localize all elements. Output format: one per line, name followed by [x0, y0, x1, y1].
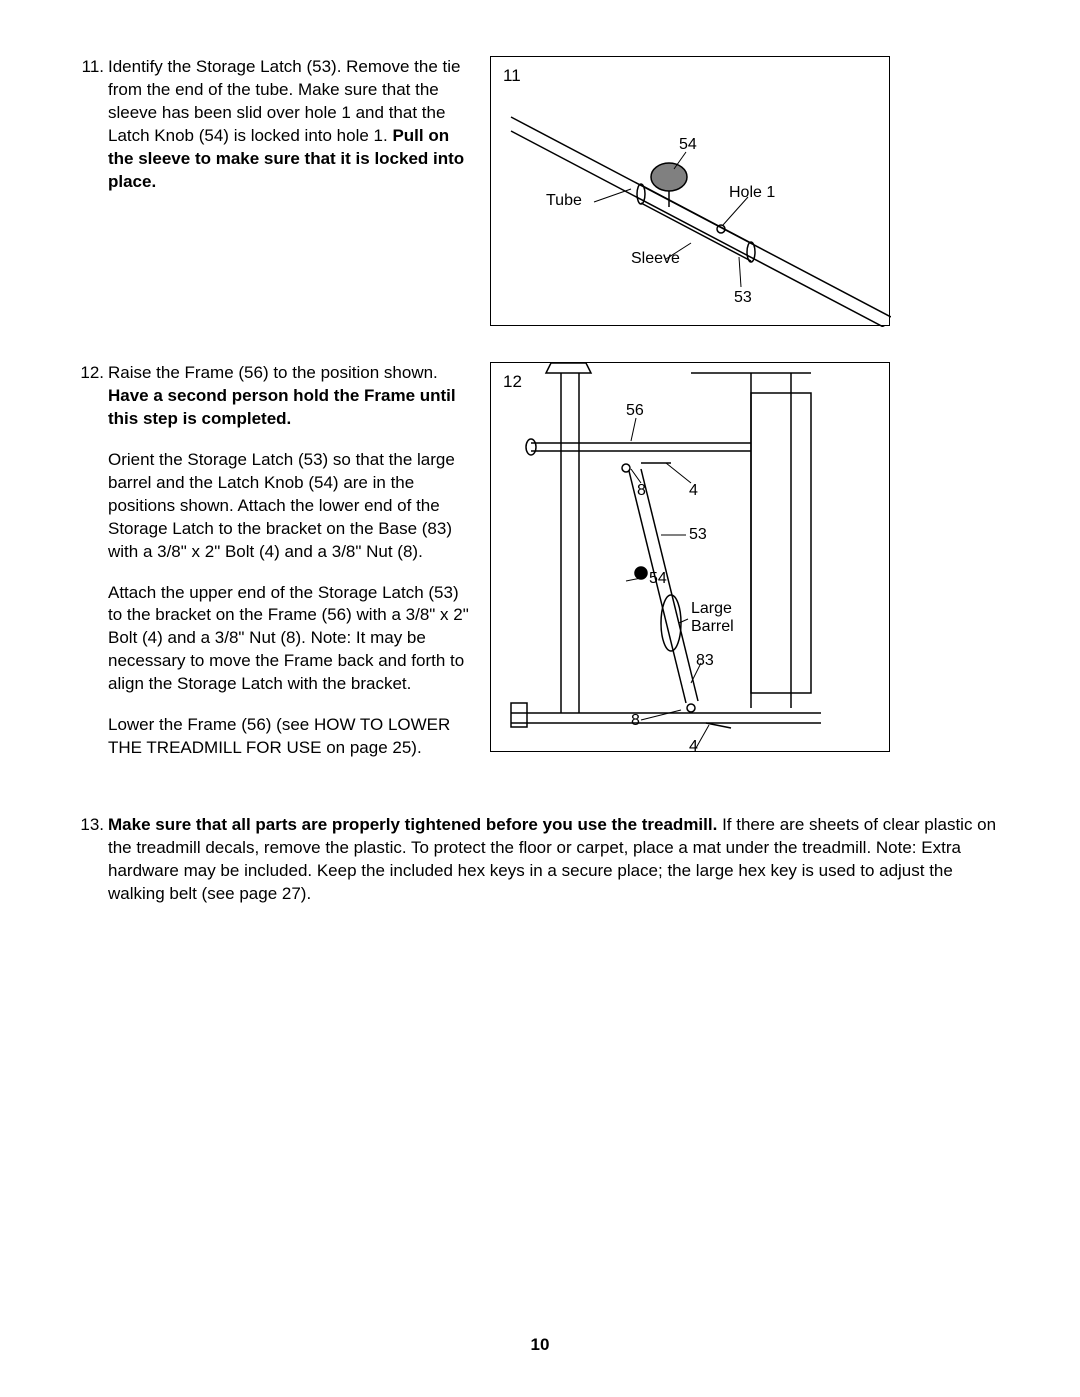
label-4a: 4	[689, 482, 698, 499]
page-number: 10	[0, 1334, 1080, 1357]
label-53: 53	[734, 289, 752, 306]
step-11-number: 11.	[80, 56, 108, 212]
label-barrel: Barrel	[691, 618, 734, 635]
label-54: 54	[649, 570, 667, 587]
label-53: 53	[689, 526, 707, 543]
label-8b: 8	[631, 712, 640, 729]
step-12-p4: Lower the Frame (56) (see HOW TO LOWER T…	[108, 714, 470, 760]
step-11-paragraph: Identify the Storage Latch (53). Remove …	[108, 56, 470, 194]
label-8a: 8	[637, 482, 646, 499]
label-56: 56	[626, 402, 644, 419]
figure-12: 12	[490, 362, 890, 752]
step-13-paragraph: Make sure that all parts are properly ti…	[108, 814, 1000, 906]
figure-12-diagram: 56 8 4 53 54 Large Barrel 83 8 4	[491, 363, 891, 753]
label-sleeve: Sleeve	[631, 250, 680, 267]
step-12-p1: Raise the Frame (56) to the position sho…	[108, 362, 470, 431]
step-12-p2: Orient the Storage Latch (53) so that th…	[108, 449, 470, 564]
step-12-number: 12.	[80, 362, 108, 778]
label-tube: Tube	[546, 192, 582, 209]
label-hole1: Hole 1	[729, 184, 775, 201]
step-11-text: 11. Identify the Storage Latch (53). Rem…	[80, 56, 470, 212]
figure-11-diagram: 54 Hole 1 Tube Sleeve 53	[491, 57, 891, 327]
label-83: 83	[696, 652, 714, 669]
label-54: 54	[679, 136, 697, 153]
step-12-p3: Attach the upper end of the Storage Latc…	[108, 582, 470, 697]
step-13: 13. Make sure that all parts are properl…	[80, 814, 1000, 924]
step-13-number: 13.	[80, 814, 108, 924]
step-11: 11. Identify the Storage Latch (53). Rem…	[80, 56, 1000, 326]
step-12: 12. Raise the Frame (56) to the position…	[80, 362, 1000, 778]
figure-11: 11	[490, 56, 890, 326]
label-large: Large	[691, 600, 732, 617]
figure-11-number: 11	[503, 65, 521, 88]
figure-12-number: 12	[503, 371, 522, 394]
step-12-text: 12. Raise the Frame (56) to the position…	[80, 362, 470, 778]
label-4b: 4	[689, 738, 698, 753]
